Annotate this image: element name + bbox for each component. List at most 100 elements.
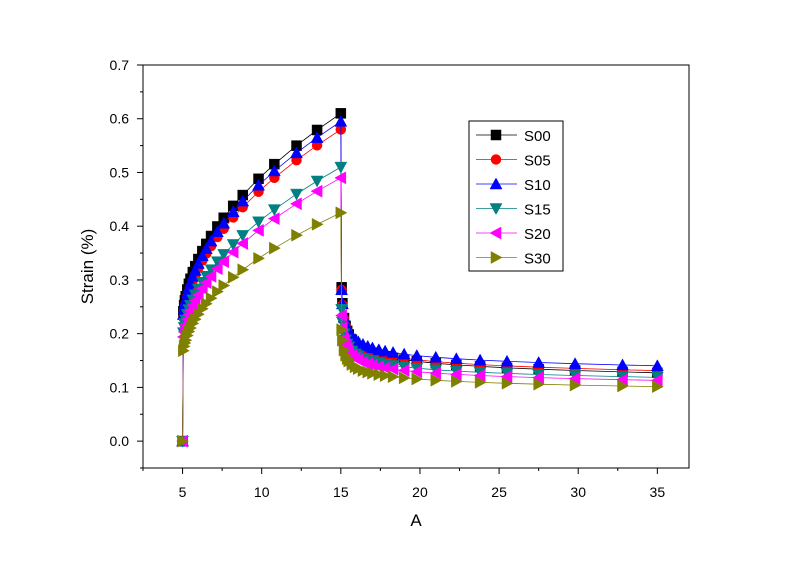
- legend-marker-s05: [490, 154, 502, 165]
- plot-frame: [142, 64, 690, 469]
- x-tick-label-10: 10: [254, 484, 270, 500]
- y-tick-label-0.4: 0.4: [110, 218, 130, 234]
- point-s20-18: [252, 223, 264, 237]
- point-s10-47: [650, 359, 664, 372]
- x-tick-label-30: 30: [570, 484, 586, 500]
- point-s10-14: [210, 225, 224, 238]
- point-s30-47: [652, 380, 664, 394]
- point-s20-41: [449, 367, 462, 381]
- point-s30-43: [501, 376, 514, 390]
- y-tick-label-0.7: 0.7: [110, 57, 130, 73]
- point-s30-13: [205, 291, 218, 305]
- y-tick-label-0.2: 0.2: [110, 326, 130, 342]
- point-s30-45: [569, 378, 582, 392]
- point-s30-36: [379, 369, 392, 383]
- point-s10-13: [204, 234, 218, 247]
- point-s10-46: [616, 358, 629, 371]
- x-tick-label-25: 25: [491, 484, 507, 500]
- point-s20-37: [386, 362, 399, 376]
- legend-marker-s15: [489, 203, 503, 216]
- x-tick-label-35: 35: [650, 484, 666, 500]
- legend-label-s30: S30: [524, 251, 551, 268]
- point-s20-39: [410, 365, 423, 379]
- point-s10-15: [217, 216, 231, 229]
- point-s10-8: [186, 269, 200, 282]
- point-s30-24: [337, 333, 349, 347]
- point-s10-19: [267, 164, 281, 177]
- point-s30-40: [430, 373, 443, 387]
- x-tick-label-20: 20: [412, 484, 428, 500]
- point-s30-22: [335, 206, 348, 220]
- y-tick-label-0.5: 0.5: [110, 164, 130, 180]
- point-s30-14: [212, 285, 224, 299]
- point-s30-15: [218, 279, 231, 292]
- legend-label-s15: S15: [524, 202, 551, 219]
- point-s30-18: [253, 251, 266, 265]
- point-s10-43: [500, 354, 514, 367]
- point-s30-35: [373, 368, 386, 382]
- point-s15-18: [252, 216, 265, 229]
- point-s10-42: [473, 353, 487, 366]
- point-s15-20: [290, 188, 303, 201]
- point-s30-20: [291, 228, 304, 242]
- point-s15-21: [310, 175, 324, 188]
- legend-marker-s10: [489, 177, 503, 190]
- point-s20-11: [195, 282, 208, 295]
- y-tick-label-0.1: 0.1: [110, 379, 130, 395]
- x-tick-label-5: 5: [179, 484, 187, 500]
- point-s20-22: [334, 171, 347, 185]
- point-s15-15: [217, 249, 231, 261]
- point-s20-14: [210, 262, 223, 276]
- legend-label-s05: S05: [524, 153, 551, 170]
- y-tick-label-0.3: 0.3: [110, 272, 130, 288]
- point-s20-16: [226, 245, 239, 259]
- point-s10-11: [195, 249, 209, 262]
- x-tick-label-15: 15: [333, 484, 349, 500]
- point-s30-0: [177, 434, 190, 448]
- legend-marker-s20: [489, 226, 502, 240]
- point-s15-19: [267, 204, 281, 217]
- y-tick-label-0.6: 0.6: [110, 111, 130, 127]
- point-s10-37: [386, 346, 400, 358]
- point-s10-39: [410, 349, 424, 361]
- point-s10-41: [449, 352, 463, 364]
- point-s10-10: [191, 256, 205, 269]
- legend-label-s10: S10: [524, 177, 551, 194]
- point-s30-19: [269, 241, 281, 255]
- point-s10-44: [532, 356, 546, 368]
- point-s30-21: [311, 217, 324, 231]
- point-s20-21: [310, 184, 323, 198]
- point-s10-17: [236, 194, 250, 207]
- point-s10-12: [199, 242, 213, 254]
- ticks-layer: 5 10 15 20 25 30 35 0.0 0.1 0.2 0.3 0.4 0.5 0.6 0.7: [110, 57, 666, 500]
- point-s10-21: [310, 131, 324, 143]
- point-s20-13: [204, 269, 217, 283]
- point-s20-15: [217, 255, 229, 269]
- series-layer: [176, 108, 664, 448]
- point-s30-39: [411, 372, 424, 386]
- point-s20-20: [289, 197, 302, 211]
- point-s30-42: [474, 375, 487, 389]
- point-s30-46: [617, 379, 630, 393]
- point-s30-16: [227, 270, 240, 284]
- point-s10-36: [378, 344, 392, 357]
- point-s30-41: [451, 374, 463, 388]
- point-s30-17: [237, 263, 250, 277]
- point-s10-40: [429, 350, 443, 363]
- series-s30: [177, 206, 664, 448]
- y-tick-label-0.0: 0.0: [110, 433, 130, 449]
- point-s15-22: [334, 161, 348, 174]
- point-s30-23: [336, 323, 349, 337]
- point-s15-17: [236, 230, 250, 242]
- point-s30-44: [533, 377, 546, 391]
- point-s20-38: [397, 364, 410, 377]
- legend-label-s00: S00: [524, 128, 551, 145]
- point-s20-19: [267, 212, 280, 226]
- point-s30-38: [398, 371, 411, 385]
- point-s10-18: [252, 178, 265, 191]
- legend-marker-s00: [490, 129, 502, 141]
- point-s10-22: [334, 114, 348, 127]
- point-s20-12: [199, 276, 212, 290]
